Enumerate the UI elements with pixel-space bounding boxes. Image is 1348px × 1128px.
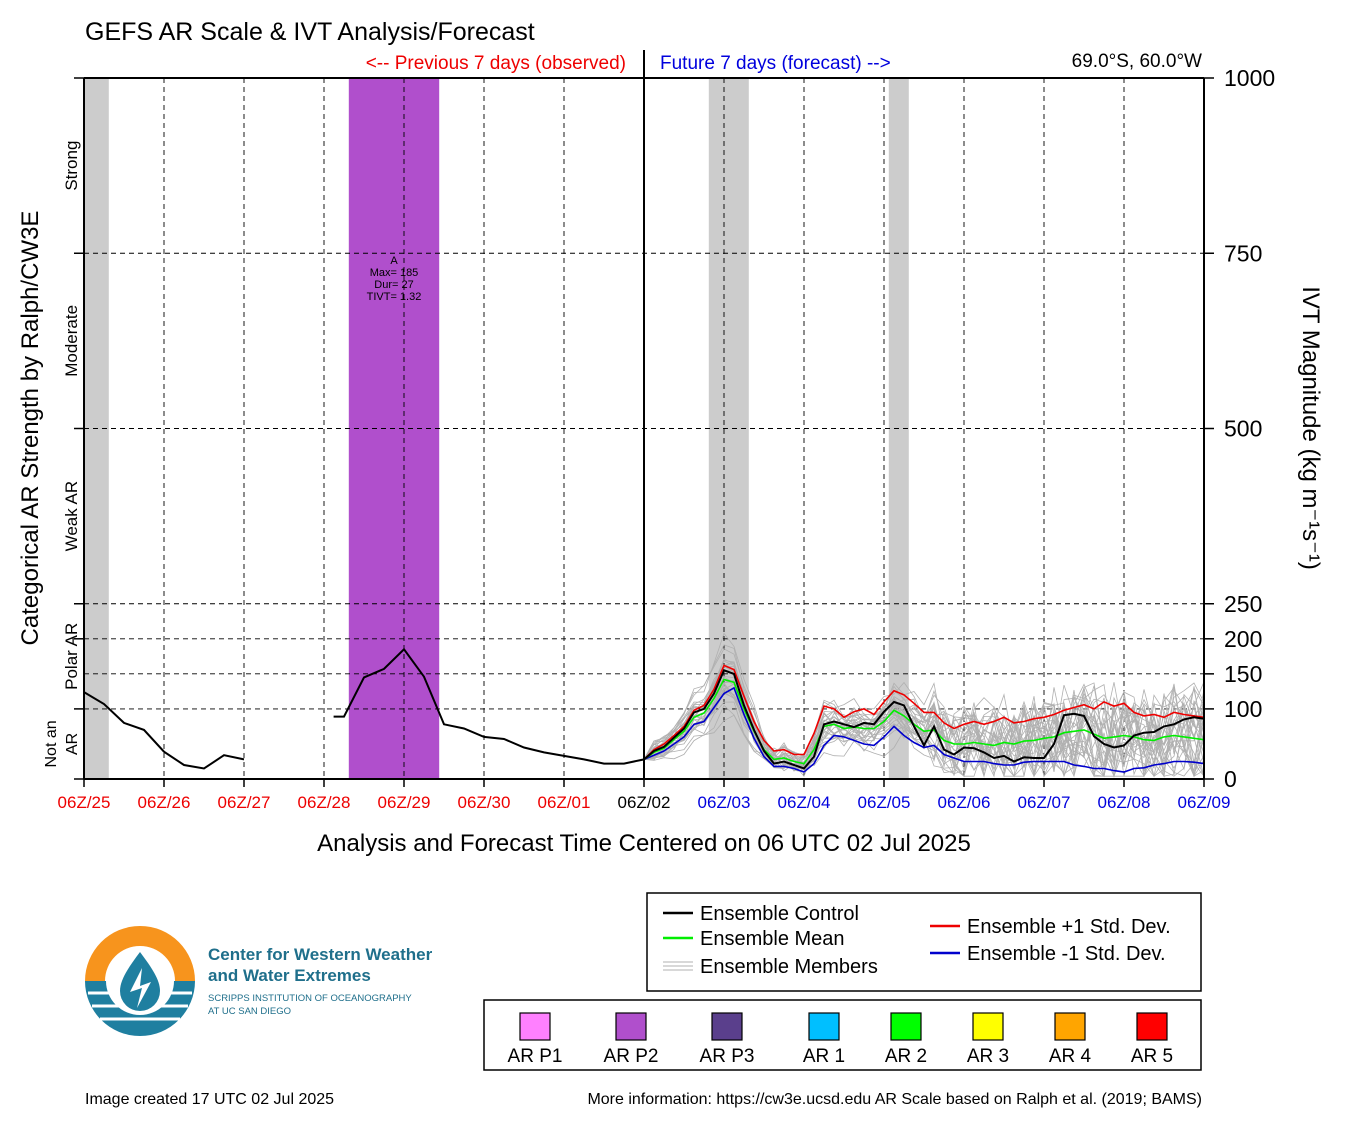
y-tick-label: 750 bbox=[1224, 240, 1262, 266]
ar-scale-swatch bbox=[1136, 1012, 1168, 1041]
ar-scale-swatch bbox=[615, 1012, 647, 1041]
y-tick-label: 0 bbox=[1224, 766, 1237, 792]
y-tick-label: 500 bbox=[1224, 416, 1262, 442]
ar-scale-label: AR P1 bbox=[508, 1046, 563, 1067]
category-label: Polar AR bbox=[62, 623, 81, 690]
x-tick-label: 06Z/27 bbox=[218, 793, 271, 812]
category-label: AR bbox=[64, 733, 81, 755]
future-period-label: Future 7 days (forecast) --> bbox=[660, 53, 891, 74]
ar-scale-label: AR 5 bbox=[1131, 1046, 1173, 1067]
y-tick-label: 150 bbox=[1224, 661, 1262, 687]
ar-scale-label: AR 4 bbox=[1049, 1046, 1092, 1067]
ar-event-annotation: Max= 185 bbox=[370, 267, 419, 279]
ar-event-annotation: Dur= 27 bbox=[374, 279, 413, 291]
x-tick-label: 06Z/08 bbox=[1098, 793, 1151, 812]
series-line-ensemble-control bbox=[83, 691, 245, 770]
ar-event-annotation: TIVT= 1.32 bbox=[367, 291, 422, 303]
x-tick-label: 06Z/05 bbox=[858, 793, 911, 812]
ar-scale-swatch bbox=[519, 1012, 551, 1041]
legend-label: Ensemble -1 Std. Dev. bbox=[967, 943, 1166, 965]
y-tick-label: 250 bbox=[1224, 591, 1262, 617]
ar-scale-swatch bbox=[808, 1012, 840, 1041]
x-tick-label: 06Z/26 bbox=[138, 793, 191, 812]
x-tick-label: 06Z/28 bbox=[298, 793, 351, 812]
y-tick-label: 1000 bbox=[1224, 65, 1275, 91]
y-tick-label: 100 bbox=[1224, 696, 1262, 722]
legend-label: Ensemble Mean bbox=[700, 928, 845, 950]
ar-scale-label: AR P3 bbox=[700, 1046, 755, 1067]
series-line-ensemble-mean bbox=[643, 678, 1205, 765]
logo-sub1: SCRIPPS INSTITUTION OF OCEANOGRAPHY bbox=[208, 993, 412, 1004]
category-label: Moderate bbox=[62, 305, 81, 377]
x-tick-label: 06Z/02 bbox=[618, 793, 671, 812]
x-tick-label: 06Z/04 bbox=[778, 793, 831, 812]
x-tick-label: 06Z/03 bbox=[698, 793, 751, 812]
previous-period-label: <-- Previous 7 days (observed) bbox=[366, 53, 626, 74]
left-axis-label: Categorical AR Strength by Ralph/CW3E bbox=[17, 211, 44, 646]
lightning-icon bbox=[130, 968, 151, 1008]
category-label: Strong bbox=[62, 141, 81, 191]
x-tick-label: 06Z/07 bbox=[1018, 793, 1071, 812]
ar-event-annotation: A bbox=[390, 255, 398, 267]
logo-sun-arc bbox=[85, 926, 195, 981]
ar-scale-label: AR 1 bbox=[803, 1046, 845, 1067]
category-label: Weak AR bbox=[62, 481, 81, 552]
ensemble-member-line bbox=[643, 704, 1205, 778]
footer-created: Image created 17 UTC 02 Jul 2025 bbox=[85, 1091, 334, 1108]
legend-label: Ensemble +1 Std. Dev. bbox=[967, 916, 1171, 938]
ar-scale-swatch bbox=[972, 1012, 1004, 1041]
x-tick-label: 06Z/09 bbox=[1178, 793, 1231, 812]
x-tick-label: 06Z/06 bbox=[938, 793, 991, 812]
chart-title: GEFS AR Scale & IVT Analysis/Forecast bbox=[85, 18, 535, 46]
legend-box bbox=[646, 892, 1202, 992]
x-axis-label: Analysis and Forecast Time Centered on 0… bbox=[317, 830, 971, 857]
x-tick-label: 06Z/01 bbox=[538, 793, 591, 812]
legend-label: Ensemble Members bbox=[700, 956, 878, 978]
right-axis-label: IVT Magnitude (kg m⁻¹s⁻¹) bbox=[1297, 286, 1324, 570]
ar-scale-label: AR 2 bbox=[885, 1046, 927, 1067]
footer-info: More information: https://cw3e.ucsd.edu … bbox=[587, 1091, 1202, 1108]
ensemble-member-line bbox=[643, 682, 1205, 778]
cw3e-logo: Center for Western Weather and Water Ext… bbox=[85, 926, 433, 1036]
series-line-ensemble-1-std-dev- bbox=[643, 664, 1205, 760]
ar-scale-swatch bbox=[1054, 1012, 1086, 1041]
y-tick-label: 200 bbox=[1224, 626, 1262, 652]
ar-scale-label: AR P2 bbox=[604, 1046, 659, 1067]
category-label: Not an bbox=[43, 720, 60, 767]
location-label: 69.0°S, 60.0°W bbox=[1072, 51, 1202, 72]
logo-sub2: AT UC SAN DIEGO bbox=[208, 1006, 291, 1017]
logo-line2: and Water Extremes bbox=[208, 966, 371, 985]
series-line-ensemble-control bbox=[333, 647, 1205, 770]
logo-line1: Center for Western Weather bbox=[208, 945, 433, 964]
ar-scale-label: AR 3 bbox=[967, 1046, 1009, 1067]
x-tick-label: 06Z/29 bbox=[378, 793, 431, 812]
ar-scale-swatch bbox=[711, 1012, 743, 1041]
x-tick-label: 06Z/25 bbox=[58, 793, 111, 812]
ar-scale-swatch bbox=[890, 1012, 922, 1041]
x-tick-label: 06Z/30 bbox=[458, 793, 511, 812]
ensemble-member-line bbox=[643, 632, 1205, 769]
legend-label: Ensemble Control bbox=[700, 903, 859, 925]
